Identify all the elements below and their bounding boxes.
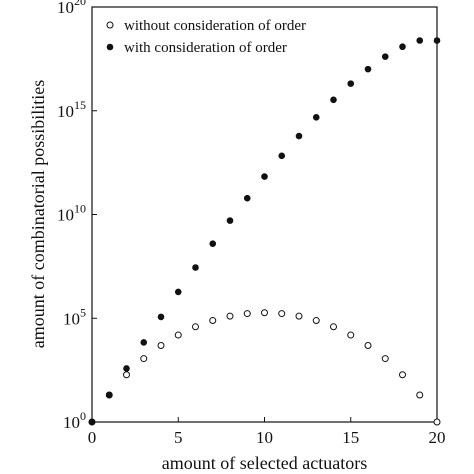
data-point (105, 391, 113, 399)
data-point (347, 80, 355, 87)
data-point (209, 240, 217, 248)
x-tick-label: 15 (342, 428, 359, 447)
data-point (123, 371, 130, 379)
data-point (157, 313, 165, 321)
data-point (433, 37, 441, 44)
x-tick-label: 10 (256, 428, 273, 447)
data-point (312, 317, 320, 325)
series-layer (88, 37, 441, 426)
data-point (416, 391, 424, 399)
data-point (330, 96, 337, 104)
data-point (416, 37, 424, 44)
data-point (88, 418, 96, 426)
data-point (381, 355, 389, 363)
x-axis-label: amount of selected actuators (162, 453, 367, 473)
data-point (243, 310, 251, 318)
legend-marker (106, 43, 114, 51)
data-point (278, 310, 286, 318)
y-tick-label: 1020 (57, 0, 86, 17)
series-0 (88, 309, 441, 426)
data-point (295, 312, 303, 320)
legend: without consideration of order with consi… (106, 18, 306, 56)
data-point (140, 355, 148, 363)
y-axis-label: amount of combinatorial possibilities (28, 80, 48, 348)
data-point (347, 331, 355, 339)
data-point (192, 264, 199, 271)
data-point (399, 43, 406, 51)
data-point (312, 114, 320, 121)
data-point (278, 152, 286, 160)
data-point (174, 331, 182, 339)
series-1 (88, 37, 441, 426)
data-point (295, 132, 303, 140)
data-point (364, 65, 372, 73)
y-tick-label: 1010 (57, 202, 86, 225)
data-point (226, 312, 234, 320)
data-point (192, 323, 199, 331)
legend-marker (106, 21, 114, 29)
data-point (226, 217, 234, 224)
x-axis: 0 5 10 15 20 (88, 417, 446, 447)
data-point (433, 418, 441, 426)
legend-label: with consideration of order (124, 40, 287, 56)
data-point (157, 342, 165, 350)
data-point (399, 371, 406, 379)
y-axis: 100 105 1010 1015 1020 (57, 0, 97, 432)
data-point (174, 288, 182, 296)
x-tick-label: 5 (174, 428, 183, 447)
legend-label: without consideration of order (124, 18, 306, 34)
y-tick-label: 100 (63, 409, 86, 432)
data-point (261, 173, 268, 180)
data-point (364, 342, 372, 350)
y-tick-label: 105 (63, 305, 86, 328)
data-point (261, 309, 268, 317)
x-tick-label: 20 (429, 428, 446, 447)
data-point (140, 339, 148, 346)
data-point (243, 194, 251, 202)
y-tick-label: 1015 (57, 98, 86, 121)
data-point (381, 53, 389, 60)
data-point (209, 317, 217, 325)
data-point (123, 365, 130, 372)
data-point (330, 323, 337, 331)
x-tick-label: 0 (88, 428, 97, 447)
